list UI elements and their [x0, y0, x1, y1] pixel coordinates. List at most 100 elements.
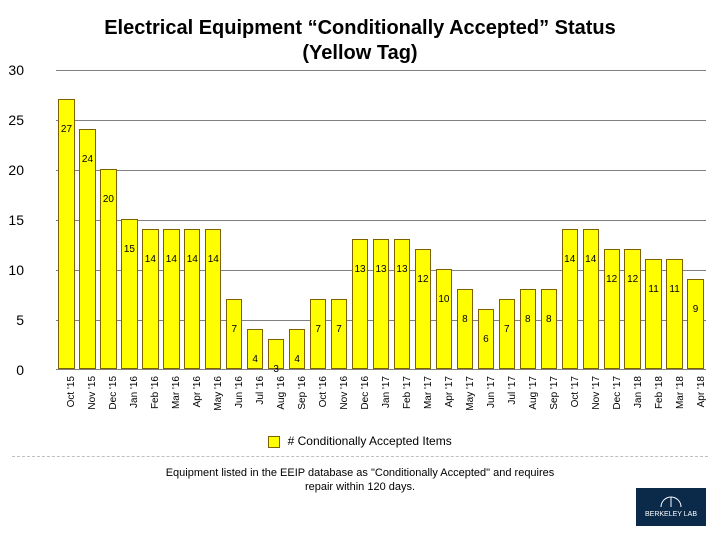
- bar: [352, 239, 368, 369]
- chart-area: 2724201514141414743477131313121086788141…: [28, 70, 706, 410]
- bar: [121, 219, 137, 369]
- bar-slot: 13: [371, 70, 392, 369]
- bar-slot: 3: [266, 70, 287, 369]
- x-tick-label: Jan '17: [371, 372, 392, 432]
- bar: [562, 229, 578, 369]
- bar: [457, 289, 473, 369]
- x-tick-label: Feb '18: [643, 372, 664, 432]
- x-tick-label: Dec '16: [350, 372, 371, 432]
- x-tick-label: Nov '15: [77, 372, 98, 432]
- x-tick-label: Apr '18: [685, 372, 706, 432]
- bar-value-label: 10: [433, 294, 454, 305]
- bar-slot: 15: [119, 70, 140, 369]
- bar-slot: 12: [601, 70, 622, 369]
- bar-slot: 14: [182, 70, 203, 369]
- footnote-line-2: repair within 120 days.: [305, 481, 415, 493]
- bar: [520, 289, 536, 369]
- x-tick-label: Oct '15: [56, 372, 77, 432]
- bar-slot: 24: [77, 70, 98, 369]
- bar-value-label: 12: [601, 274, 622, 285]
- bar-value-label: 9: [685, 304, 706, 315]
- bar-value-label: 20: [98, 194, 119, 205]
- bar-value-label: 8: [517, 314, 538, 325]
- lab-icon: [660, 496, 682, 508]
- bar-value-label: 8: [454, 314, 475, 325]
- bar-value-label: 6: [475, 334, 496, 345]
- bar-value-label: 12: [622, 274, 643, 285]
- bar-value-label: 4: [245, 354, 266, 365]
- bar-value-label: 11: [643, 284, 664, 295]
- x-tick-label: Dec '15: [98, 372, 119, 432]
- bar-slot: 10: [433, 70, 454, 369]
- x-tick-label: Dec '17: [601, 372, 622, 432]
- bar-value-label: 27: [56, 124, 77, 135]
- x-tick-label: Feb '16: [140, 372, 161, 432]
- bar-value-label: 13: [371, 264, 392, 275]
- bar-slot: 14: [140, 70, 161, 369]
- plot-area: 2724201514141414743477131313121086788141…: [56, 70, 706, 370]
- y-tick-label: 10: [2, 262, 24, 278]
- bar: [666, 259, 682, 369]
- x-tick-label: Sep '17: [538, 372, 559, 432]
- bar: [604, 249, 620, 369]
- bar-slot: 7: [329, 70, 350, 369]
- bar-slot: 4: [245, 70, 266, 369]
- bar-value-label: 14: [580, 254, 601, 265]
- bar-value-label: 24: [77, 154, 98, 165]
- bar-slot: 9: [685, 70, 706, 369]
- bar-container: 2724201514141414743477131313121086788141…: [56, 70, 706, 369]
- bar-slot: 13: [350, 70, 371, 369]
- bar: [205, 229, 221, 369]
- x-tick-label: Jun '16: [224, 372, 245, 432]
- bar-value-label: 7: [496, 324, 517, 335]
- bar: [394, 239, 410, 369]
- bar: [58, 99, 74, 369]
- legend-text: # Conditionally Accepted Items: [288, 434, 452, 448]
- x-tick-label: Sep '16: [287, 372, 308, 432]
- y-tick-label: 30: [2, 62, 24, 78]
- bar-slot: 7: [496, 70, 517, 369]
- y-tick-label: 5: [2, 312, 24, 328]
- x-tick-label: Nov '16: [329, 372, 350, 432]
- bar-value-label: 14: [182, 254, 203, 265]
- bar: [163, 229, 179, 369]
- x-tick-label: Nov '17: [580, 372, 601, 432]
- bar: [436, 269, 452, 369]
- bar-value-label: 14: [161, 254, 182, 265]
- bar: [373, 239, 389, 369]
- bar-slot: 11: [664, 70, 685, 369]
- divider: [12, 456, 708, 457]
- bar-slot: 13: [392, 70, 413, 369]
- bar-value-label: 7: [224, 324, 245, 335]
- bar-value-label: 8: [538, 314, 559, 325]
- x-tick-label: Jun '17: [475, 372, 496, 432]
- legend: # Conditionally Accepted Items: [0, 434, 720, 448]
- x-tick-label: Oct '16: [308, 372, 329, 432]
- bar-slot: 8: [454, 70, 475, 369]
- bar-slot: 12: [412, 70, 433, 369]
- y-tick-label: 25: [2, 112, 24, 128]
- bar-value-label: 15: [119, 244, 140, 255]
- x-axis-labels: Oct '15Nov '15Dec '15Jan '16Feb '16Mar '…: [56, 372, 706, 432]
- bar: [415, 249, 431, 369]
- bar-slot: 12: [622, 70, 643, 369]
- title-line-2: (Yellow Tag): [302, 42, 417, 64]
- y-tick-label: 15: [2, 212, 24, 228]
- x-tick-label: May '16: [203, 372, 224, 432]
- footnote-line-1: Equipment listed in the EEIP database as…: [166, 467, 555, 479]
- berkeley-lab-logo: BERKELEY LAB: [636, 488, 706, 526]
- bar-slot: 14: [161, 70, 182, 369]
- bar: [645, 259, 661, 369]
- bar-slot: 8: [538, 70, 559, 369]
- bar-value-label: 4: [287, 354, 308, 365]
- bar: [687, 279, 703, 369]
- x-tick-label: Mar '17: [412, 372, 433, 432]
- bar-slot: 4: [287, 70, 308, 369]
- bar: [624, 249, 640, 369]
- bar-value-label: 13: [392, 264, 413, 275]
- bar-value-label: 14: [559, 254, 580, 265]
- bar-value-label: 13: [350, 264, 371, 275]
- legend-swatch: [268, 436, 280, 448]
- title-line-1: Electrical Equipment “Conditionally Acce…: [104, 17, 616, 39]
- bar-slot: 7: [224, 70, 245, 369]
